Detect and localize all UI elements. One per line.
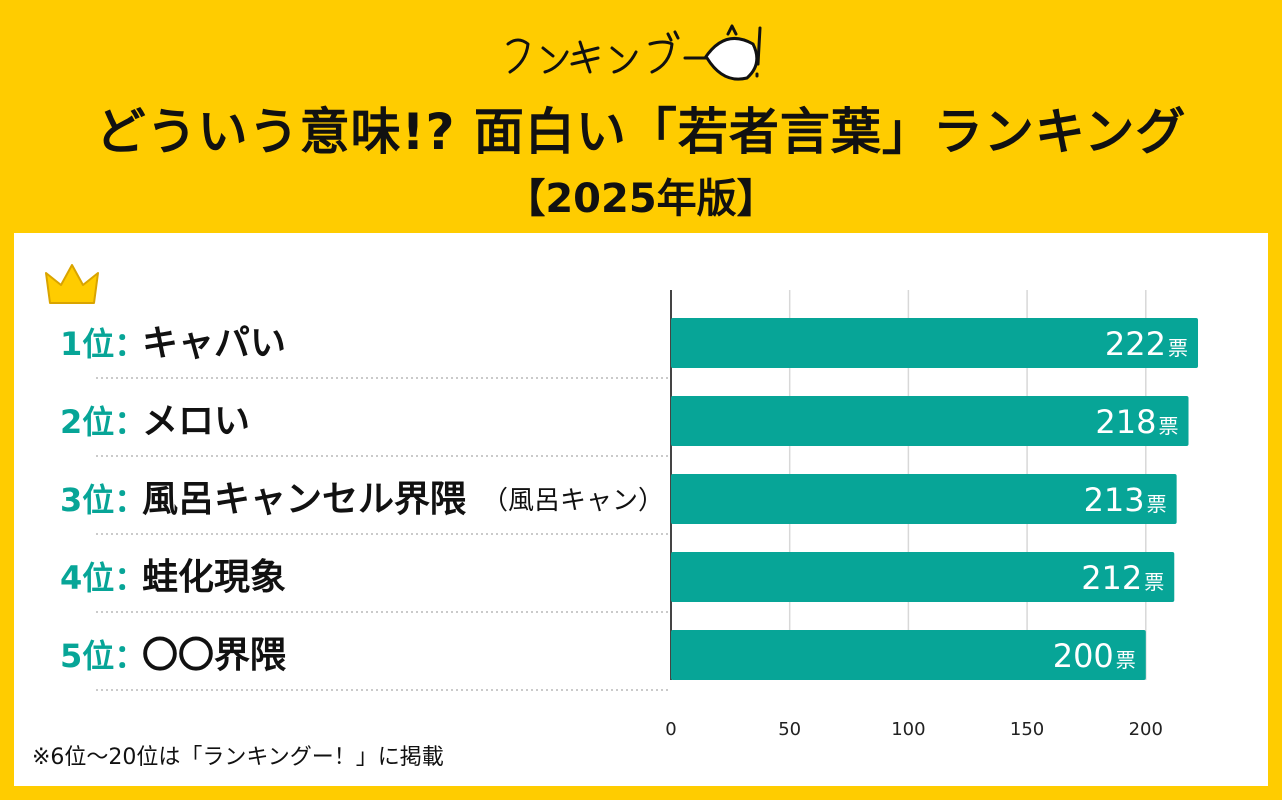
category-label: 〇〇界隈 [142,635,286,676]
ranking-bar-chart: 1位：キャパい 2位：メロい 3位：風呂キャンセル界隈 （風呂キャン） 4位：蛙化現象 5… [32,264,1199,770]
bar [671,630,1146,680]
bar-value-label: 212 票 [1081,559,1164,597]
footnote: ※6位〜20位は「ランキングー！」に掲載 [32,745,444,770]
category-label: キャパい [142,323,286,364]
bar-value-label: 213 票 [1084,481,1167,519]
x-tick-label: 200 [1129,719,1163,740]
bar [671,474,1177,524]
rank-label: 1位： [60,325,146,363]
logo-lettering-art [506,24,762,81]
category-label: メロい [142,401,250,442]
rank-label: 5位： [60,637,146,675]
bar [671,552,1175,602]
crown-icon [45,264,99,304]
rank-label: 4位： [60,559,146,597]
bar-value-label: 218 票 [1095,403,1178,441]
x-tick-label: 50 [778,719,801,740]
page-title: どういう意味!? 面白い「若者言葉」ランキング [95,103,1187,161]
category-note: （風呂キャン） [482,486,664,516]
rank-label: 3位： [60,481,146,519]
chart-panel: 1位： キャパい 2位： メロい 3位： 風呂キャンセル界隈 （風呂キャン） 4位： 蛙化現象 5… [14,233,1268,786]
x-tick-label: 100 [891,719,925,740]
x-tick-label: 0 [665,719,676,740]
x-tick-label: 150 [1010,719,1044,740]
bar-value-label: 222 票 [1105,325,1188,363]
page-subtitle: 【2025年版】 [505,176,777,222]
bar-value-label: 200 票 [1053,637,1136,675]
ranking-goo-logo [506,24,762,81]
bar [671,396,1189,446]
category-label: 蛙化現象 [142,557,286,598]
category-label: 風呂キャンセル界隈 [142,479,466,520]
bar [671,318,1199,368]
rank-label: 2位： [60,403,146,441]
